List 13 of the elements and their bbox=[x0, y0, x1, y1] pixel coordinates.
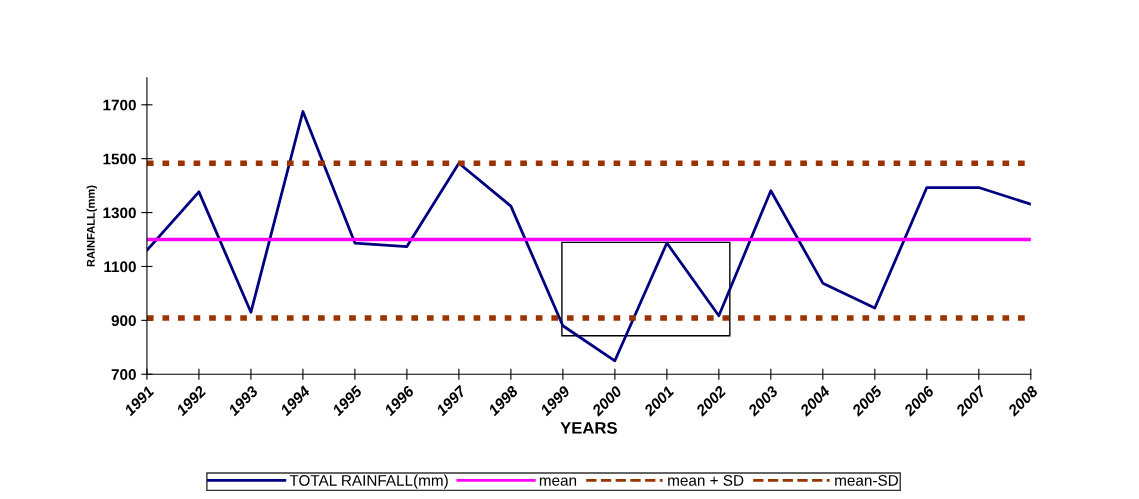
y-axis-title: RAINFALL(mm) bbox=[86, 185, 97, 267]
y-tick-label: 700 bbox=[111, 369, 136, 380]
y-tick-label: 1500 bbox=[103, 153, 136, 165]
y-tick-label: 1300 bbox=[103, 207, 136, 219]
legend-label: mean + SD bbox=[668, 475, 744, 486]
y-tick-label: 1700 bbox=[103, 99, 136, 111]
legend-label: TOTAL RAINFALL(mm) bbox=[289, 474, 448, 489]
y-tick-label: 1100 bbox=[104, 261, 136, 273]
legend-label: mean bbox=[539, 477, 577, 486]
x-axis-title: YEARS bbox=[560, 421, 617, 434]
y-tick-label: 900 bbox=[111, 315, 136, 327]
line-series bbox=[146, 110, 1031, 363]
legend-label: mean-SD bbox=[835, 475, 898, 486]
